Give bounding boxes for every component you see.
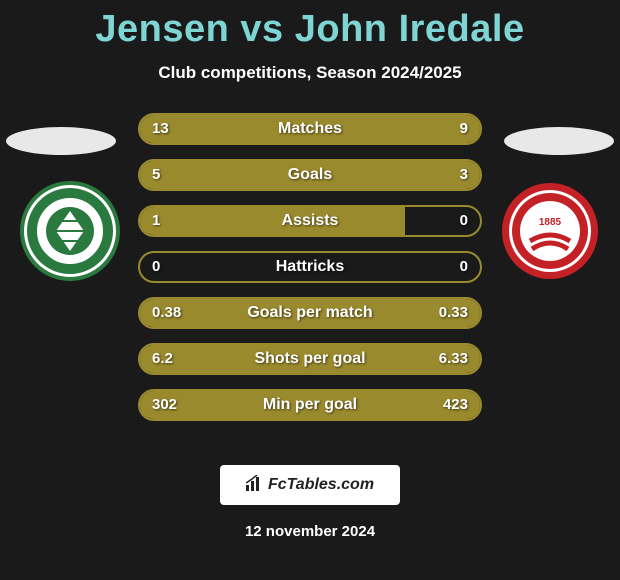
brand-logo: FcTables.com xyxy=(220,465,400,505)
chart-icon xyxy=(246,475,264,496)
team-crest-left xyxy=(20,181,120,281)
spotlight-left xyxy=(6,127,116,155)
stats-list: 139Matches 53Goals 10Assists 00Hattricks 0.3… xyxy=(138,113,482,435)
stat-label: Goals per match xyxy=(140,299,480,327)
stat-row: 10Assists xyxy=(138,205,482,237)
stat-row: 6.26.33Shots per goal xyxy=(138,343,482,375)
stat-label: Matches xyxy=(140,115,480,143)
stat-row: 0.380.33Goals per match xyxy=(138,297,482,329)
stat-label: Assists xyxy=(140,207,480,235)
stat-row: 302423Min per goal xyxy=(138,389,482,421)
viborg-crest-icon xyxy=(20,181,120,281)
date-label: 12 november 2024 xyxy=(0,523,620,540)
comparison-area: 1885 139Matches 53Goals 10Assists 00Hattric… xyxy=(0,113,620,453)
subtitle: Club competitions, Season 2024/2025 xyxy=(0,63,620,83)
stat-label: Hattricks xyxy=(140,253,480,281)
brand-text: FcTables.com xyxy=(268,476,374,494)
stat-label: Shots per goal xyxy=(140,345,480,373)
stat-label: Goals xyxy=(140,161,480,189)
stat-label: Min per goal xyxy=(140,391,480,419)
team-crest-right: 1885 xyxy=(500,181,600,281)
stat-row: 53Goals xyxy=(138,159,482,191)
stat-row: 00Hattricks xyxy=(138,251,482,283)
stat-row: 139Matches xyxy=(138,113,482,145)
spotlight-right xyxy=(504,127,614,155)
page-title: Jensen vs John Iredale xyxy=(0,0,620,51)
svg-text:1885: 1885 xyxy=(539,217,562,228)
aab-crest-icon: 1885 xyxy=(500,181,600,281)
